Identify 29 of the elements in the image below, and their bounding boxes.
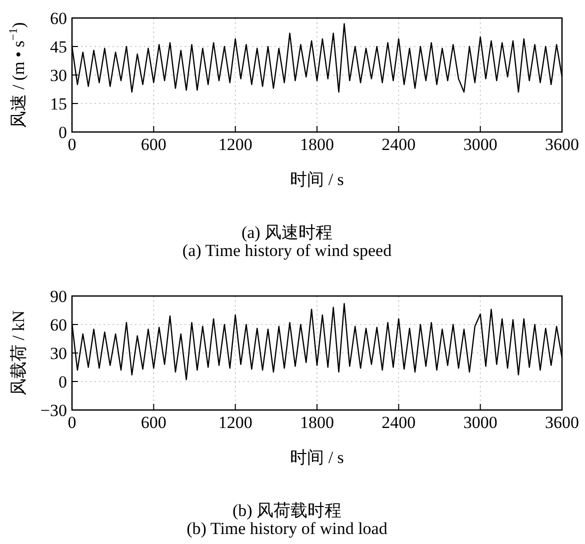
x-tick-label: 3000 (463, 135, 498, 154)
y-tick-label: 15 (50, 94, 67, 114)
y-tick-label: 30 (50, 344, 67, 363)
text: (b) 风荷载时程 (232, 501, 342, 520)
y-tick-label: 0 (58, 372, 67, 392)
x-tick-label: 3000 (463, 413, 498, 432)
y-tick-label: 60 (50, 316, 67, 334)
text: (b) Time history of wind load (186, 519, 388, 538)
y-tick-label: −30 (40, 401, 67, 420)
text: (a) Time history of wind speed (182, 241, 392, 260)
y-tick-label: 0 (58, 123, 67, 142)
y-tick-label: 45 (50, 38, 67, 56)
x-tick-label: 1800 (300, 135, 334, 154)
y-axis-title: 风载荷 / kN (9, 310, 28, 396)
x-tick-label: 3600 (545, 135, 579, 154)
x-tick-label: 2400 (382, 413, 416, 432)
y-tick-label: 90 (50, 287, 67, 306)
x-tick-label: 600 (140, 135, 166, 154)
x-tick-label: 1200 (218, 413, 252, 432)
x-tick-label: 1800 (300, 413, 334, 432)
x-axis-title: 时间 / s (290, 448, 344, 467)
x-tick-label: 3600 (545, 413, 579, 432)
x-tick-label: 1200 (218, 135, 252, 154)
x-tick-label: 2400 (382, 135, 416, 154)
y-tick-label: 60 (50, 9, 67, 28)
x-tick-label: 600 (140, 413, 166, 432)
text: (a) 风速时程 (241, 223, 333, 242)
y-tick-label: 30 (50, 66, 67, 85)
x-axis-title: 时间 / s (290, 170, 344, 189)
